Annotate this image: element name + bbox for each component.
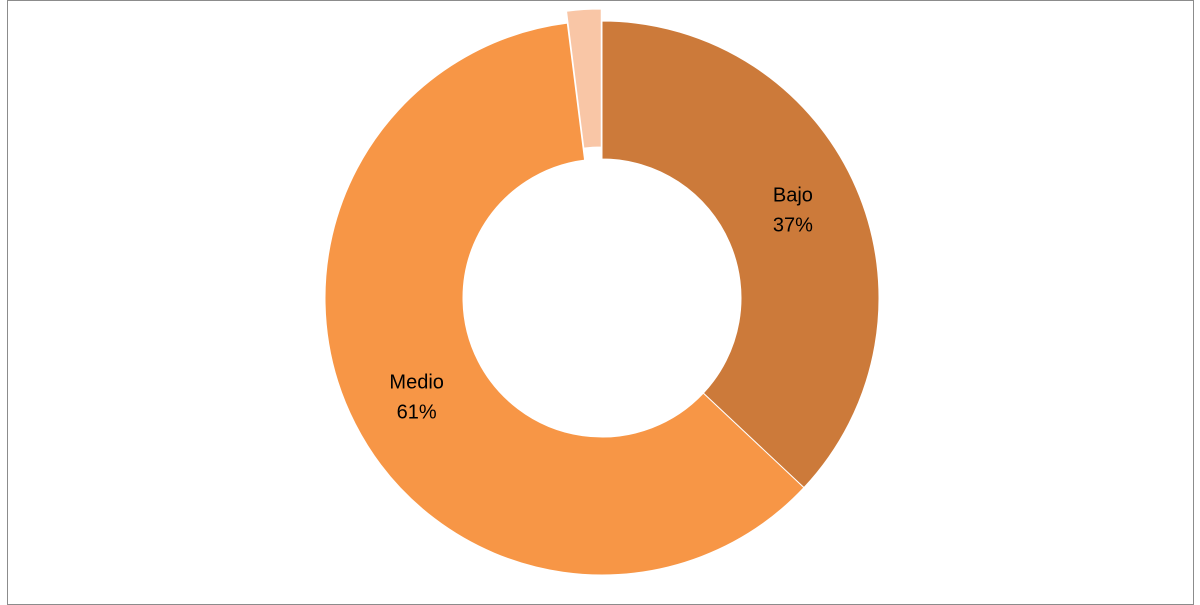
slice-medio bbox=[324, 22, 805, 576]
category-label-bajo: Bajo bbox=[773, 184, 813, 206]
slice-alto bbox=[565, 8, 602, 149]
value-label-medio: 61% bbox=[397, 401, 437, 423]
value-label-bajo: 37% bbox=[773, 214, 813, 236]
category-label-medio: Medio bbox=[389, 371, 443, 393]
slice-bajo bbox=[601, 20, 880, 489]
